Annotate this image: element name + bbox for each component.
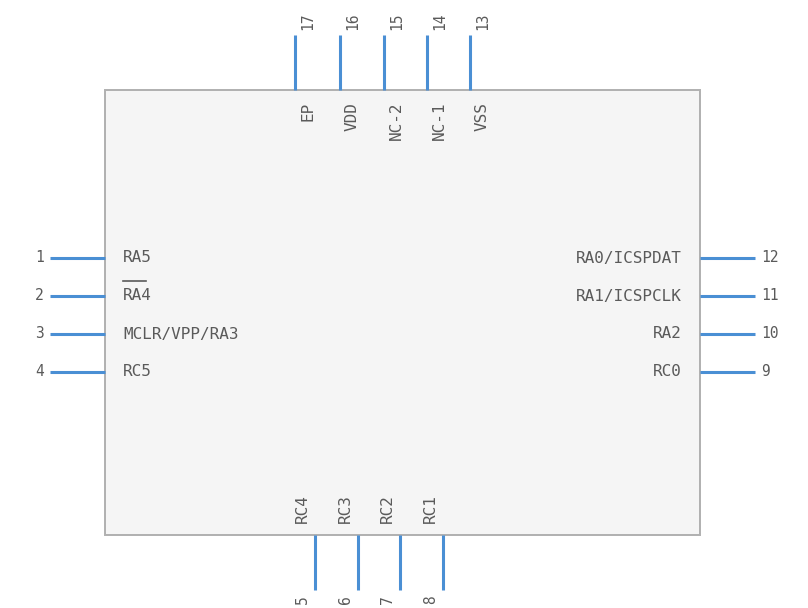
Text: 15: 15 bbox=[389, 13, 404, 30]
Text: NC-2: NC-2 bbox=[389, 102, 404, 140]
Text: RA1/ICSPCLK: RA1/ICSPCLK bbox=[576, 289, 682, 303]
Text: RA0/ICSPDAT: RA0/ICSPDAT bbox=[576, 250, 682, 266]
Text: 12: 12 bbox=[761, 250, 778, 266]
Text: VSS: VSS bbox=[475, 102, 490, 131]
Text: 3: 3 bbox=[36, 326, 44, 342]
Text: RA4: RA4 bbox=[123, 289, 152, 303]
Text: 9: 9 bbox=[761, 365, 770, 379]
Text: 2: 2 bbox=[36, 289, 44, 303]
Text: 6: 6 bbox=[338, 595, 353, 604]
Text: RC0: RC0 bbox=[653, 365, 682, 379]
Text: 17: 17 bbox=[300, 13, 315, 30]
Text: 13: 13 bbox=[475, 13, 490, 30]
Text: RC5: RC5 bbox=[123, 365, 152, 379]
Text: MCLR/VPP/RA3: MCLR/VPP/RA3 bbox=[123, 326, 238, 342]
Text: RC2: RC2 bbox=[380, 494, 395, 523]
Text: 4: 4 bbox=[36, 365, 44, 379]
Bar bbox=[105, 90, 700, 535]
Text: RA2: RA2 bbox=[653, 326, 682, 342]
Text: 7: 7 bbox=[380, 595, 395, 604]
Text: RA5: RA5 bbox=[123, 250, 152, 266]
Text: VDD: VDD bbox=[345, 102, 360, 131]
Text: 5: 5 bbox=[295, 595, 310, 604]
Text: 16: 16 bbox=[345, 13, 360, 30]
Text: 11: 11 bbox=[761, 289, 778, 303]
Text: EP: EP bbox=[300, 102, 315, 121]
Text: 14: 14 bbox=[432, 13, 447, 30]
Text: RC3: RC3 bbox=[338, 494, 353, 523]
Text: 1: 1 bbox=[36, 250, 44, 266]
Text: NC-1: NC-1 bbox=[432, 102, 447, 140]
Text: RC1: RC1 bbox=[423, 494, 438, 523]
Text: RC4: RC4 bbox=[295, 494, 310, 523]
Text: 10: 10 bbox=[761, 326, 778, 342]
Text: 8: 8 bbox=[423, 595, 438, 604]
